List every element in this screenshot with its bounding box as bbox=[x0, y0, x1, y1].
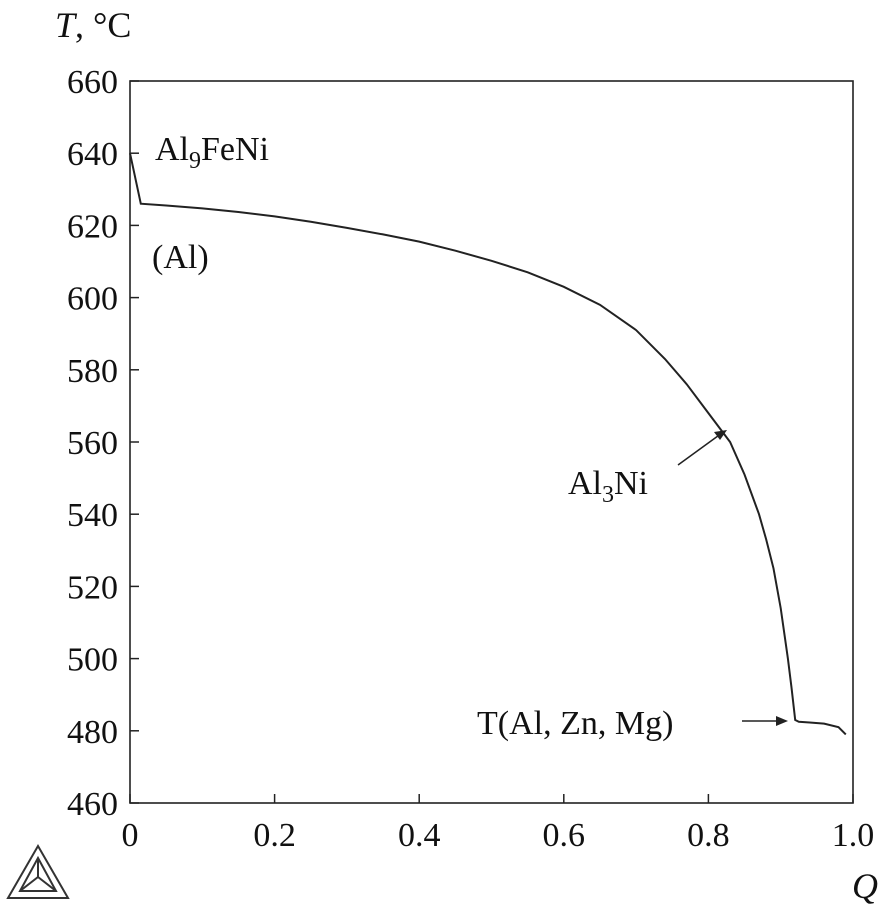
x-tick-label: 0 bbox=[122, 817, 139, 854]
x-tick-label: 0.6 bbox=[543, 817, 586, 854]
annotation-al3ni-sub: 3 bbox=[602, 482, 614, 508]
y-tick-label: 640 bbox=[67, 136, 118, 173]
annotation-al: (Al) bbox=[152, 239, 209, 276]
y-tick-label: 560 bbox=[67, 425, 118, 462]
annotation-al9feni-main: Al bbox=[155, 131, 189, 168]
y-tick-label: 660 bbox=[67, 64, 118, 101]
annotation-al9feni-sub: 9 bbox=[189, 148, 201, 174]
tetrahedron-logo-icon bbox=[6, 843, 70, 899]
x-tick-label: 0.2 bbox=[253, 817, 296, 854]
x-axis-title: Q bbox=[852, 866, 878, 906]
y-axis-var: T bbox=[55, 5, 78, 45]
annotation-al9feni: Al9FeNi bbox=[155, 131, 269, 174]
annotation-al9feni-rest: FeNi bbox=[201, 131, 269, 168]
y-tick-label: 520 bbox=[67, 569, 118, 606]
y-tick-label: 580 bbox=[67, 353, 118, 390]
y-axis-title: T, °C bbox=[55, 5, 131, 45]
plot-frame bbox=[129, 80, 854, 804]
x-tick-labels: 0 0.2 0.4 0.6 0.8 1.0 bbox=[122, 817, 875, 854]
y-tick-label: 460 bbox=[67, 786, 118, 823]
x-tick-label: 1.0 bbox=[832, 817, 875, 854]
y-tick-label: 500 bbox=[67, 642, 118, 679]
t-phase-arrow bbox=[742, 716, 788, 726]
annotation-al3ni-rest: Ni bbox=[614, 465, 648, 502]
y-tick-label: 600 bbox=[67, 281, 118, 318]
annotation-al3ni-main: Al bbox=[568, 465, 602, 502]
y-tick-label: 540 bbox=[67, 497, 118, 534]
annotation-t-phase: T(Al, Zn, Mg) bbox=[477, 705, 673, 742]
y-tick-label: 620 bbox=[67, 208, 118, 245]
x-tick-label: 0.4 bbox=[398, 817, 441, 854]
annotation-al3ni: Al3Ni bbox=[568, 465, 648, 508]
axis-ticks bbox=[129, 80, 854, 804]
y-tick-labels: 460 480 500 520 540 560 580 600 620 640 660 bbox=[67, 64, 118, 823]
y-tick-label: 480 bbox=[67, 714, 118, 751]
y-axis-unit: , °C bbox=[75, 5, 131, 45]
al3ni-arrow bbox=[677, 430, 727, 466]
cooling-curve-line bbox=[129, 152, 847, 736]
x-tick-label: 0.8 bbox=[687, 817, 730, 854]
